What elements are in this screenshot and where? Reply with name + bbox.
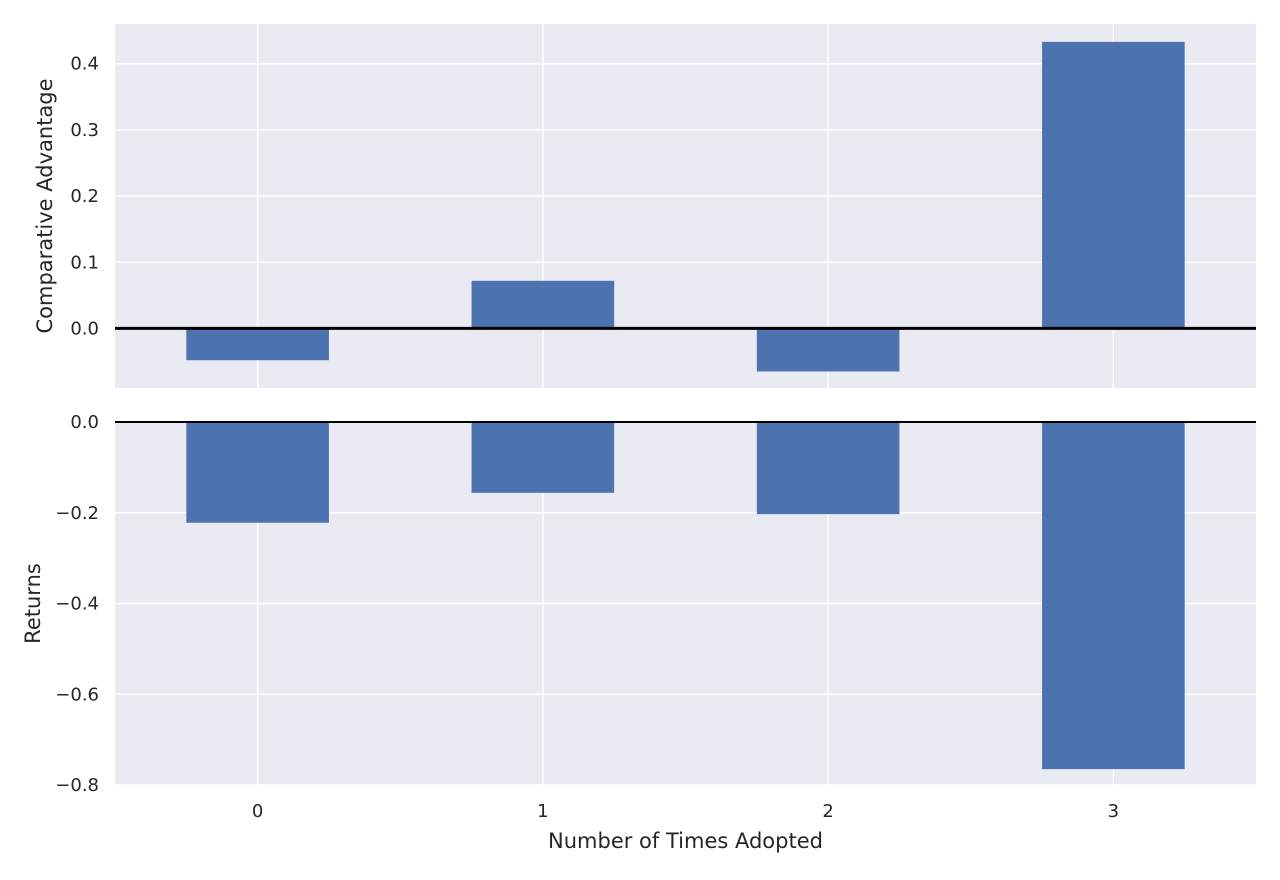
y-tick-label: 0.4 — [70, 54, 99, 75]
y-tick-label: −0.4 — [55, 594, 99, 615]
x-tick-label: 1 — [537, 801, 548, 822]
y-tick-label: 0.2 — [70, 186, 99, 207]
top-panel-comparative-advantage: 0.0 0.1 0.2 0.3 0.4 Comparative Advantage — [33, 24, 1256, 388]
x-tick-label: 2 — [822, 801, 833, 822]
bar-category-3 — [1042, 422, 1185, 770]
bar-category-0 — [186, 422, 329, 523]
x-tick-label: 0 — [252, 801, 263, 822]
bar-category-3 — [1042, 41, 1185, 329]
bar-category-1 — [471, 280, 615, 329]
y-tick-label: −0.2 — [55, 503, 99, 524]
y-tick-label: −0.8 — [55, 775, 99, 796]
x-tick-label: 3 — [1108, 801, 1119, 822]
bar-category-2 — [756, 328, 900, 372]
y-tick-label: 0.3 — [70, 120, 99, 141]
bottom-panel-returns: 0.0 −0.2 −0.4 −0.6 −0.8 0 1 2 3 Returns Number of … — [21, 412, 1256, 853]
y-tick-label: 0.0 — [70, 412, 99, 433]
bar-category-0 — [186, 328, 329, 361]
y-axis-label: Returns — [21, 563, 45, 644]
y-tick-label: 0.0 — [70, 318, 99, 339]
y-tick-label: −0.6 — [55, 684, 99, 705]
bar-category-2 — [756, 422, 900, 515]
y-tick-label: 0.1 — [70, 252, 99, 273]
x-axis-label: Number of Times Adopted — [548, 829, 823, 853]
y-axis-label: Comparative Advantage — [33, 78, 57, 333]
bar-category-1 — [471, 422, 615, 493]
